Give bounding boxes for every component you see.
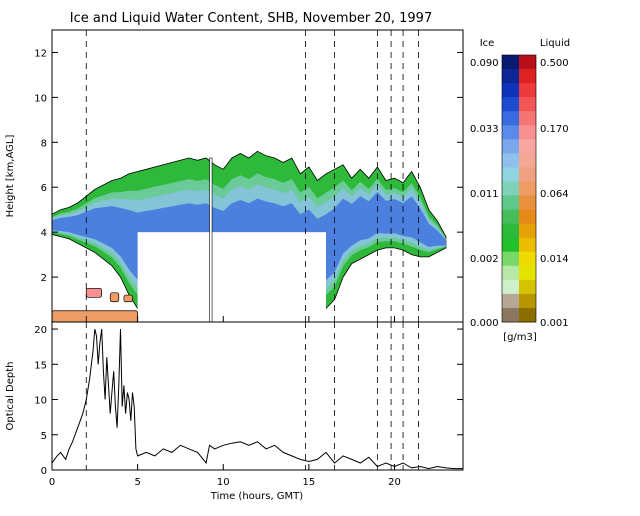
top-ylabel: Height [km,AGL] [5, 135, 16, 218]
colorbar-ice-swatch [502, 111, 519, 126]
top-ytick-label: 6 [41, 183, 47, 194]
liquid-layer [123, 294, 133, 303]
x-axis-label: Time (hours, GMT) [210, 491, 304, 502]
colorbar-ice-swatch [502, 293, 519, 309]
top-ytick-label: 2 [41, 273, 47, 284]
colorbar-ice-swatch [502, 97, 519, 112]
top-ytick-label: 4 [41, 228, 47, 239]
colorbar-liquid-swatch [519, 195, 536, 211]
colorbar-liquid-swatch [519, 153, 536, 168]
colorbar-ice-swatch [502, 181, 519, 197]
optical-depth-plot [52, 328, 463, 470]
bottom-ylabel: Optical Depth [5, 362, 16, 431]
colorbar-liquid-tick: 0.170 [540, 124, 569, 135]
colorbar-liquid-swatch [519, 69, 536, 84]
bottom-xtick-label: 0 [49, 477, 55, 488]
colorbar-liquid-swatch [519, 265, 536, 281]
colorbar-liquid-label: Liquid [540, 38, 570, 49]
bottom-ytick-label: 5 [41, 431, 47, 442]
colorbar-liquid-swatch [519, 83, 536, 98]
colorbar-ice-swatch [502, 237, 519, 253]
liquid-layer [85, 287, 103, 298]
colorbar-ice-swatch [502, 265, 519, 281]
colorbar-ice-swatch [502, 153, 519, 168]
liquid-layer [52, 310, 138, 322]
colorbar-ice-swatch [502, 69, 519, 84]
top-panel: 2 4 6 8 10 12 [34, 29, 464, 323]
colorbar-liquid-swatch [519, 237, 536, 253]
colorbar-ice-swatch [502, 83, 519, 98]
bottom-axes-frame [51, 321, 464, 471]
colorbar-liquid-tick: 0.014 [540, 254, 569, 265]
bottom-xtick-label: 20 [388, 477, 401, 488]
colorbar-ice-tick: 0.000 [470, 318, 499, 329]
colorbar: 0.090 0.033 0.011 0.002 0.000 0.500 0.170 0.064… [470, 54, 569, 329]
colorbar-ice-swatch [502, 307, 519, 323]
bottom-xtick-label: 5 [134, 477, 140, 488]
colorbar-liquid-swatch [519, 209, 536, 225]
chart-title: Ice and Liquid Water Content, SHB, Novem… [70, 11, 432, 26]
colorbar-frame [501, 54, 537, 323]
colorbar-units: [g/m3] [503, 332, 537, 343]
liquid-layer [109, 292, 120, 303]
colorbar-liquid-tick: 0.064 [540, 189, 569, 200]
colorbar-liquid-swatch [519, 223, 536, 239]
bottom-xtick-label: 10 [217, 477, 230, 488]
colorbar-liquid-swatch [519, 55, 536, 70]
colorbar-ice-swatch [502, 223, 519, 239]
colorbar-liquid-swatch [519, 125, 536, 140]
colorbar-liquid-swatch [519, 97, 536, 112]
colorbar-liquid-swatch [519, 139, 536, 154]
colorbar-liquid-tick: 0.001 [540, 318, 569, 329]
colorbar-ice-swatch [502, 167, 519, 182]
colorbar-liquid-swatch [519, 279, 536, 295]
bottom-ytick-label: 20 [34, 325, 47, 336]
colorbar-ice-swatch [502, 209, 519, 225]
colorbar-ice-swatch [502, 125, 519, 140]
colorbar-ice-swatch [502, 55, 519, 70]
optical-depth-line [52, 328, 463, 470]
data-gap-strip [209, 157, 213, 322]
bottom-panel: 0 5 10 15 20 0 5 10 15 20 [34, 321, 464, 488]
bottom-ytick-label: 15 [34, 360, 47, 371]
top-ytick-label: 8 [41, 138, 47, 149]
top-ytick-label: 12 [34, 48, 47, 59]
bottom-ytick-label: 10 [34, 396, 47, 407]
colorbar-liquid-tick: 0.500 [540, 58, 569, 69]
colorbar-ice-tick: 0.002 [470, 254, 499, 265]
colorbar-ice-swatch [502, 251, 519, 267]
bottom-ytick-label: 0 [41, 466, 47, 477]
colorbar-liquid-swatch [519, 307, 536, 323]
data-gap [137, 232, 326, 322]
colorbar-liquid-swatch [519, 167, 536, 182]
colorbar-ice-tick: 0.033 [470, 124, 499, 135]
colorbar-ice-tick: 0.090 [470, 58, 499, 69]
colorbar-ice-label: Ice [480, 38, 495, 49]
colorbar-ice-swatch [502, 195, 519, 211]
cloud-field [52, 150, 447, 322]
colorbar-ice-swatch [502, 279, 519, 295]
top-ytick-label: 10 [34, 93, 47, 104]
colorbar-liquid-swatch [519, 111, 536, 126]
bottom-xtick-label: 15 [303, 477, 316, 488]
colorbar-ice-tick: 0.011 [470, 189, 499, 200]
colorbar-liquid-swatch [519, 251, 536, 267]
colorbar-liquid-swatch [519, 293, 536, 309]
colorbar-liquid-swatch [519, 181, 536, 197]
colorbar-ice-swatch [502, 139, 519, 154]
